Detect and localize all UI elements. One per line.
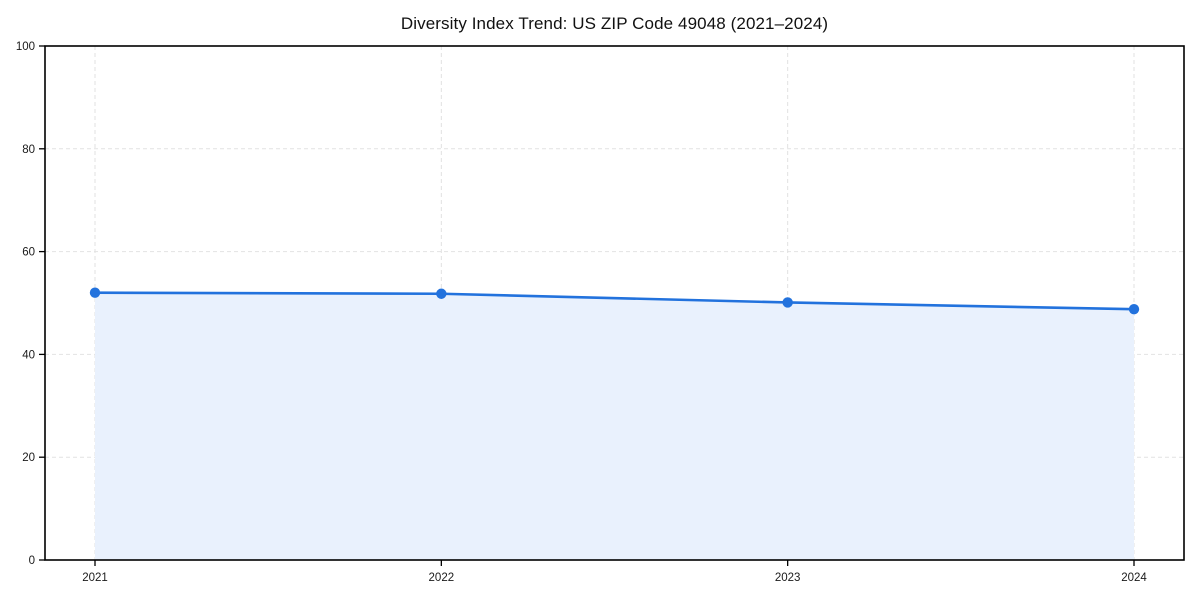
x-tick-label: 2021 [82,572,108,584]
x-tick-label: 2023 [775,572,801,584]
data-point-2022 [436,288,447,299]
y-tick-label: 80 [22,144,35,156]
data-point-2023 [782,297,793,308]
trend-line [93,291,1136,311]
y-tick-label: 60 [22,247,35,259]
x-tick-label: 2024 [1121,572,1147,584]
data-point-2024 [1128,303,1140,315]
x-tick-label: 2022 [429,572,455,584]
area-fill [95,292,1134,560]
chart-title: Diversity Index Trend: US ZIP Code 49048… [400,14,829,33]
y-tick-label: 100 [16,41,35,53]
plot-border [44,45,1185,561]
y-tick-label: 0 [29,555,35,567]
y-tick-label: 40 [22,349,35,361]
data-point-2021 [89,287,101,298]
y-tick-label: 20 [22,452,35,464]
